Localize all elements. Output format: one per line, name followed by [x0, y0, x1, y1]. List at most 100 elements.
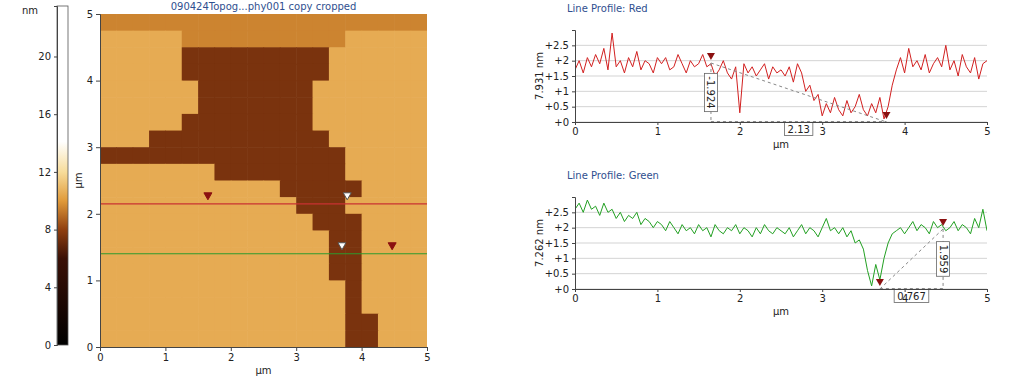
heatmap-cell: [362, 314, 379, 331]
heatmap-cell: [345, 330, 362, 347]
heatmap-cell: [116, 114, 133, 131]
heatmap-cell: [247, 264, 264, 281]
heatmap-cell: [149, 214, 166, 231]
heatmap-cell: [362, 147, 379, 164]
heatmap-cell: [100, 81, 117, 98]
heatmap-cell: [345, 314, 362, 331]
heatmap-cell: [214, 131, 231, 148]
heatmap-cell: [231, 297, 248, 314]
y-axis-title: 7.931 nm: [534, 52, 545, 100]
profile-line: [100, 203, 427, 204]
tick: 5: [984, 289, 990, 304]
heatmap-cell: [394, 81, 411, 98]
heatmap-cell: [165, 280, 182, 297]
axis-line: [572, 198, 576, 290]
cursor-marker: [204, 193, 212, 200]
heatmap-cell: [296, 280, 313, 297]
chart-title: Line Profile: Green: [567, 170, 659, 181]
heatmap-cell: [247, 230, 264, 247]
tick-mark: [54, 287, 57, 288]
heatmap-cell: [378, 31, 395, 48]
heatmap-cell: [329, 297, 346, 314]
heatmap-cell: [362, 131, 379, 148]
tick-label: 2: [87, 209, 93, 220]
heatmap-cell: [149, 131, 166, 148]
heatmap-cell: [394, 197, 411, 214]
axis: 048121620: [38, 7, 57, 351]
tick-label: 2: [228, 352, 234, 363]
heatmap-cell: [214, 247, 231, 264]
heatmap-cell: [100, 197, 117, 214]
heatmap-cell: [214, 81, 231, 98]
heatmap-cell: [231, 330, 248, 347]
heatmap-cell: [264, 131, 281, 148]
axis: +0+0.5+1+1.5+2+2.5: [545, 31, 576, 128]
heatmap-cell: [214, 230, 231, 247]
heatmap-cell: [149, 197, 166, 214]
heatmap-cell: [116, 230, 133, 247]
measure-horizontal: [711, 121, 887, 122]
heatmap-cell: [133, 314, 150, 331]
tick-mark: [822, 122, 823, 125]
tick: +1: [554, 86, 575, 97]
heatmap-cell: [313, 47, 330, 64]
tick-mark: [987, 122, 988, 125]
tick: 0: [572, 289, 578, 304]
profile-trace: [575, 200, 987, 286]
heatmap-cell: [280, 280, 297, 297]
annotation: -1.924: [704, 73, 717, 111]
heatmap-cell: [116, 214, 133, 231]
tick-label: 8: [45, 224, 51, 235]
chart-title: 090424Topog...phy001 copy cropped: [171, 1, 357, 12]
heatmap-cell: [345, 297, 362, 314]
heatmap-cell: [165, 147, 182, 164]
tick: +0: [554, 284, 575, 295]
heatmap-cell: [378, 264, 395, 281]
heatmap-cell: [247, 97, 264, 114]
heatmap-cell: [149, 297, 166, 314]
heatmap-cell: [231, 164, 248, 181]
tick: 1: [655, 289, 661, 304]
heatmap-cell: [362, 197, 379, 214]
heatmap-cell: [296, 114, 313, 131]
tick-mark: [572, 76, 575, 77]
tick: +0.5: [545, 268, 575, 279]
heatmap-cell: [116, 164, 133, 181]
heatmap-cell: [329, 147, 346, 164]
heatmap-cell: [100, 47, 117, 64]
tick-mark: [572, 122, 575, 123]
heatmap-cell: [296, 264, 313, 281]
heatmap-cell: [116, 97, 133, 114]
tick-mark: [54, 114, 57, 115]
heatmap-cell: [182, 214, 199, 231]
heatmap-cell: [280, 147, 297, 164]
heatmap-cell: [231, 264, 248, 281]
heatmap-cell: [280, 64, 297, 81]
heatmap-cell: [362, 47, 379, 64]
heatmap-cell: [247, 131, 264, 148]
heatmap-cell: [116, 14, 133, 31]
heatmap-cell: [198, 31, 215, 48]
heatmap-cell: [182, 247, 199, 264]
heatmap-cell: [313, 214, 330, 231]
heatmap-cell: [345, 64, 362, 81]
grid: [575, 212, 987, 289]
tick-mark: [572, 45, 575, 46]
tick-label: 1: [655, 293, 661, 304]
tick-label: 5: [87, 9, 93, 20]
heatmap-cell: [394, 264, 411, 281]
tick-mark: [572, 274, 575, 275]
heatmap-cell: [378, 197, 395, 214]
tick-label: 5: [424, 352, 430, 363]
heatmap-cell: [411, 64, 427, 81]
heatmap-cell: [329, 314, 346, 331]
heatmap-cell: [280, 31, 297, 48]
heatmap-cell: [329, 64, 346, 81]
heatmap-cell: [378, 81, 395, 98]
heatmap-cell: [165, 181, 182, 198]
heatmap-cell: [264, 264, 281, 281]
heatmap-cell: [378, 131, 395, 148]
tick: 3: [820, 122, 826, 137]
heatmap-cell: [280, 181, 297, 198]
tick-mark: [362, 347, 363, 351]
